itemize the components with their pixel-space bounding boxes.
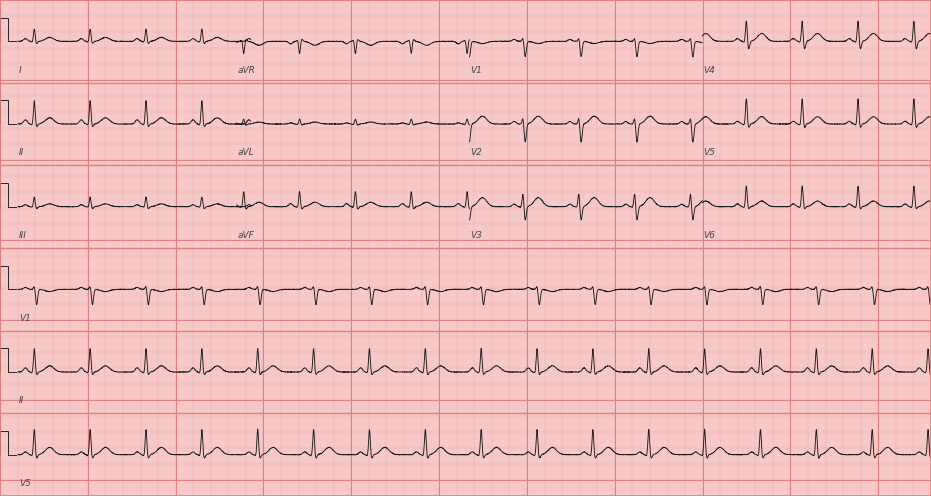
Text: aVR: aVR bbox=[237, 66, 256, 75]
Text: aVL: aVL bbox=[237, 148, 254, 157]
Text: V5: V5 bbox=[703, 148, 715, 157]
Text: II: II bbox=[19, 396, 24, 405]
Text: V4: V4 bbox=[703, 66, 715, 75]
Text: V6: V6 bbox=[703, 231, 715, 240]
Text: V1: V1 bbox=[19, 314, 31, 323]
Text: III: III bbox=[19, 231, 27, 240]
Text: aVF: aVF bbox=[237, 231, 254, 240]
Text: V5: V5 bbox=[19, 479, 31, 488]
Text: V3: V3 bbox=[470, 231, 482, 240]
Text: V2: V2 bbox=[470, 148, 482, 157]
Text: V1: V1 bbox=[470, 66, 482, 75]
Text: I: I bbox=[19, 66, 21, 75]
Text: II: II bbox=[19, 148, 24, 157]
